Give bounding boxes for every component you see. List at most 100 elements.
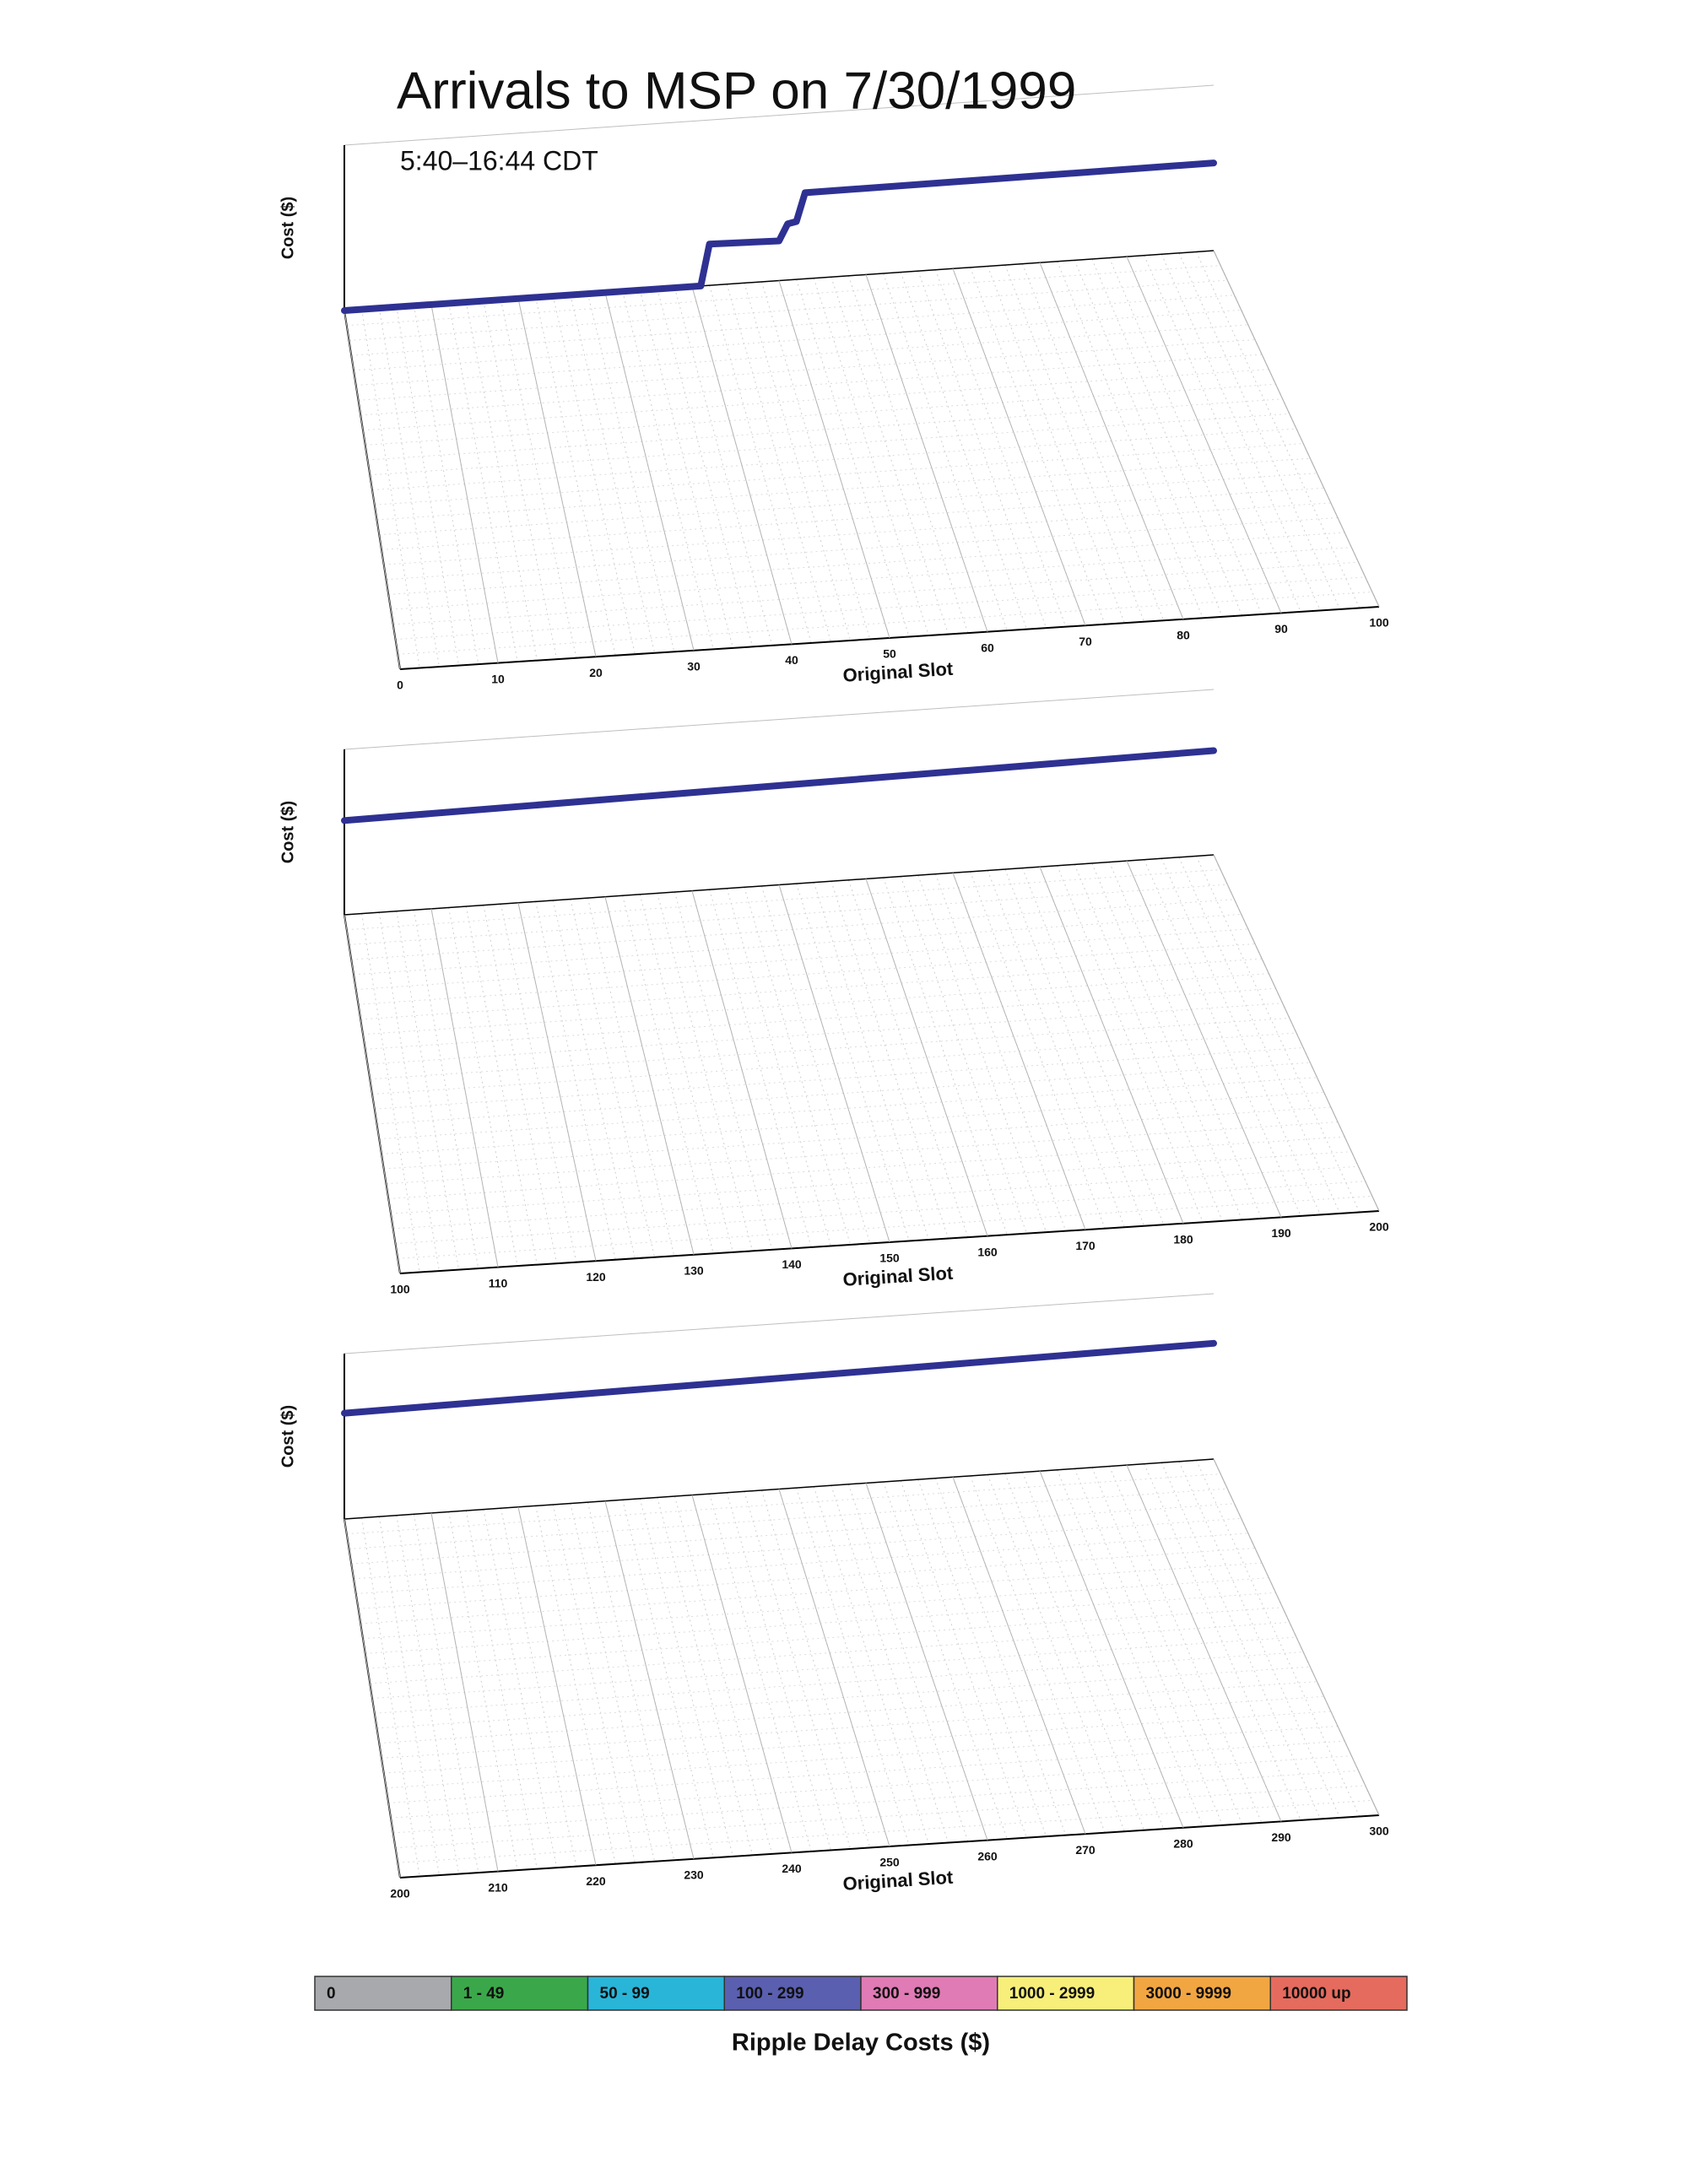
floor-grid xyxy=(1108,862,1263,1219)
x-tick-label: 280 xyxy=(1173,1837,1193,1851)
floor-grid xyxy=(830,881,950,1239)
floor-grid xyxy=(709,889,812,1248)
x-tick-label: 60 xyxy=(981,641,994,654)
floor-grid xyxy=(346,869,1221,931)
floor-grid xyxy=(1004,868,1145,1226)
floor-grid xyxy=(1004,264,1145,622)
floor-grid xyxy=(1160,254,1321,611)
floor-grid xyxy=(374,443,1304,505)
floor-grid xyxy=(398,1195,1372,1259)
x-grid-line xyxy=(344,1518,401,1879)
floor-grid xyxy=(351,899,1235,960)
x-tick-label: 270 xyxy=(1075,1843,1096,1857)
x-grid-line xyxy=(1213,854,1380,1212)
floor-grid xyxy=(398,1799,1372,1863)
x-tick-label: 20 xyxy=(589,666,603,679)
x-tick-label: 70 xyxy=(1079,635,1092,648)
x-tick-label: 90 xyxy=(1274,622,1288,635)
floor-grid xyxy=(657,1497,754,1856)
floor-grid xyxy=(383,502,1331,565)
legend-label: 1 - 49 xyxy=(463,1985,505,2003)
floor-grid xyxy=(383,1106,1331,1170)
x-axis-label: Original Slot xyxy=(842,1867,955,1895)
chart-subtitle: 5:40–16:44 CDT xyxy=(400,145,598,176)
x-grid-line xyxy=(1039,1471,1184,1828)
floor-grid xyxy=(622,291,714,650)
floor-grid xyxy=(353,309,1242,371)
floor-grid xyxy=(1057,261,1204,619)
x-tick-label: 220 xyxy=(586,1874,606,1888)
floor-grid xyxy=(830,1485,950,1843)
x-grid-line xyxy=(1126,256,1282,614)
floor-grid xyxy=(1057,865,1204,1223)
x-axis-label: Original Slot xyxy=(842,658,955,686)
floor-grid xyxy=(465,301,538,661)
floor-grid xyxy=(813,278,929,636)
x-axis-label: Original Slot xyxy=(842,1262,955,1290)
floor-grid xyxy=(639,289,733,648)
floor-grid xyxy=(465,905,538,1265)
x-tick-label: 150 xyxy=(879,1251,900,1265)
floor-grid xyxy=(370,1017,1290,1080)
floor-grid xyxy=(970,1475,1106,1833)
floor-grid xyxy=(413,1514,479,1873)
floor-grid xyxy=(883,877,1008,1235)
x-grid-line xyxy=(430,1512,499,1872)
x-grid-line xyxy=(604,1500,695,1859)
x-tick-label: 170 xyxy=(1075,1239,1096,1252)
x-grid-line xyxy=(344,310,401,670)
x-grid-line xyxy=(517,902,597,1262)
floor-grid xyxy=(813,882,929,1241)
legend-label: 10000 up xyxy=(1282,1985,1350,2003)
x-grid-line xyxy=(952,268,1086,626)
x-tick-label: 10 xyxy=(491,672,505,685)
floor-grid xyxy=(1144,255,1301,613)
floor-grid xyxy=(346,1473,1221,1535)
x-grid-line xyxy=(778,884,890,1243)
x-grid-line xyxy=(952,1477,1086,1835)
floor-grid xyxy=(396,911,460,1270)
back-top-edge xyxy=(344,84,1215,146)
y-axis-label: Cost ($) xyxy=(279,197,297,259)
x-grid-line xyxy=(1039,262,1184,619)
x-grid-line xyxy=(1213,250,1380,608)
floor-grid xyxy=(1160,858,1321,1215)
floor-grid xyxy=(398,591,1372,655)
floor-grid xyxy=(1160,1462,1321,1819)
floor-grid xyxy=(970,871,1106,1229)
cost-line xyxy=(341,159,1217,314)
floor-grid xyxy=(552,1504,636,1863)
floor-grid xyxy=(392,1165,1359,1230)
x-grid-line xyxy=(1126,1464,1282,1822)
x-tick-label: 160 xyxy=(977,1245,998,1258)
x-grid-line xyxy=(691,286,793,645)
x-grid-line xyxy=(1039,867,1184,1224)
floor-grid xyxy=(570,899,656,1257)
floor-grid xyxy=(374,1047,1304,1110)
floor-grid xyxy=(883,273,1008,631)
floor-grid xyxy=(367,398,1283,461)
floor-grid xyxy=(709,1494,812,1852)
x-tick-label: 210 xyxy=(488,1880,508,1894)
floor-grid xyxy=(383,1711,1331,1774)
legend-swatch xyxy=(1133,1976,1271,2011)
x-tick-label: 100 xyxy=(390,1283,410,1296)
floor-grid xyxy=(900,1480,1027,1838)
floor-grid xyxy=(1074,260,1223,618)
floor-grid xyxy=(413,305,479,665)
legend-label: 100 - 299 xyxy=(736,1985,803,2003)
floor-grid xyxy=(500,1508,577,1867)
floor-grid xyxy=(1178,1461,1341,1819)
floor-grid xyxy=(622,1500,714,1858)
x-tick-label: 290 xyxy=(1271,1830,1291,1844)
legend-swatch xyxy=(860,1976,998,2011)
floor-grid xyxy=(639,1498,733,1857)
floor-grid xyxy=(500,300,577,658)
floor-grid xyxy=(813,1486,929,1845)
x-grid-line xyxy=(517,298,597,657)
floor-grid xyxy=(448,303,518,662)
floor-grid xyxy=(413,910,479,1269)
legend-swatch xyxy=(997,1976,1135,2011)
x-grid-line xyxy=(865,274,988,632)
floor-grid xyxy=(367,1607,1283,1669)
